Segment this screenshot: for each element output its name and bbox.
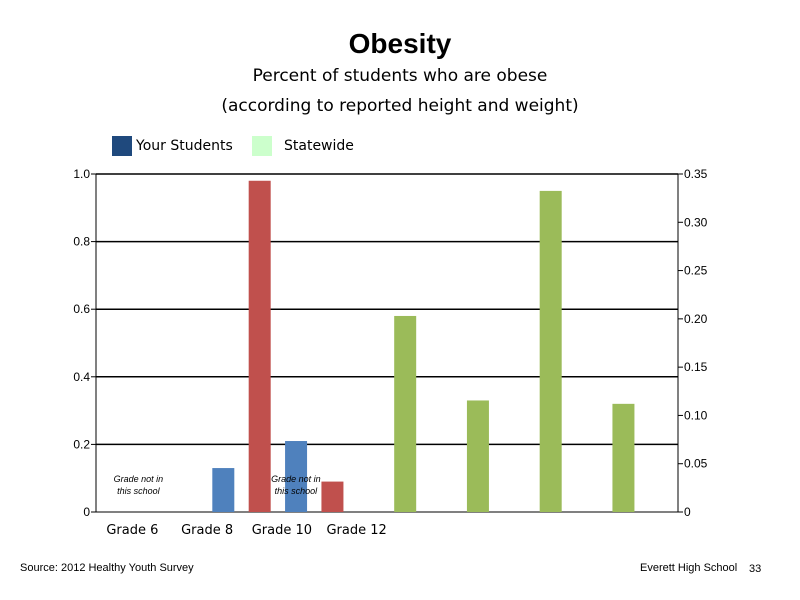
page-number: 33 <box>749 563 762 575</box>
legend-label-statewide: Statewide <box>284 138 354 154</box>
legend-swatch-statewide <box>252 136 272 156</box>
bar <box>212 468 235 512</box>
bar <box>248 180 271 512</box>
left-tick-label: 0.6 <box>73 302 90 316</box>
left-tick-label: 0.4 <box>73 370 90 384</box>
right-tick-label: 0.30 <box>684 215 708 229</box>
category-label: Grade 10 <box>252 523 312 538</box>
left-tick-label: 0.8 <box>73 235 90 249</box>
left-tick-label: 0 <box>83 505 90 519</box>
bar <box>394 315 417 512</box>
bar <box>539 190 562 512</box>
left-tick-label: 1.0 <box>73 167 90 181</box>
chart-title: Obesity <box>348 28 452 59</box>
category-label: Grade 12 <box>326 523 386 538</box>
source-note: Source: 2012 Healthy Youth Survey <box>20 562 194 574</box>
legend-swatch-your-students <box>112 136 132 156</box>
bar <box>321 481 344 512</box>
bar <box>612 403 635 512</box>
annotation-line: this school <box>275 486 319 496</box>
right-tick-label: 0.05 <box>684 457 708 471</box>
right-tick-label: 0.10 <box>684 408 708 422</box>
right-tick-label: 0.35 <box>684 167 708 181</box>
right-tick-label: 0.15 <box>684 360 708 374</box>
school-name: Everett High School <box>640 562 738 574</box>
bar <box>466 400 489 512</box>
left-tick-label: 0.2 <box>73 437 90 451</box>
right-tick-label: 0.20 <box>684 312 708 326</box>
annotation-line: this school <box>117 486 161 496</box>
category-label: Grade 8 <box>181 523 233 538</box>
category-label: Grade 6 <box>106 523 158 538</box>
chart-subtitle-line-1: Percent of students who are obese <box>252 66 548 86</box>
right-tick-label: 0.25 <box>684 264 708 278</box>
annotation-line: Grade not in <box>271 474 321 484</box>
chart-subtitle-line-2: (according to reported height and weight… <box>221 96 579 116</box>
annotation-line: Grade not in <box>114 474 164 484</box>
right-tick-label: 0 <box>684 505 691 519</box>
legend-label-your-students: Your Students <box>136 138 233 154</box>
bar <box>285 441 308 512</box>
